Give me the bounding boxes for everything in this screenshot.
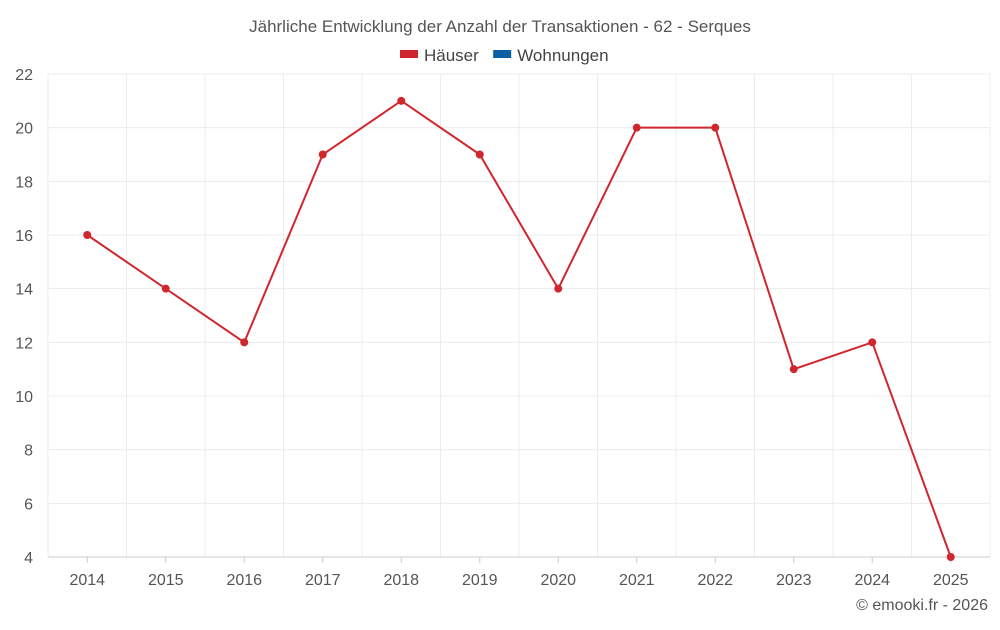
data-point bbox=[475, 150, 484, 159]
grid bbox=[47, 73, 991, 558]
y-tick-label: 20 bbox=[15, 121, 33, 138]
chart-credit: © emooki.fr - 2026 bbox=[856, 597, 988, 614]
series-layer bbox=[83, 96, 955, 561]
legend-swatch bbox=[493, 50, 512, 58]
data-point bbox=[318, 150, 327, 159]
y-tick-label: 22 bbox=[15, 67, 33, 84]
data-point bbox=[397, 96, 406, 105]
legend-item: Wohnungen bbox=[493, 46, 609, 65]
x-tick-label: 2016 bbox=[226, 572, 262, 589]
legend-label: Häuser bbox=[424, 46, 479, 65]
legend-item: Häuser bbox=[400, 46, 479, 65]
data-point bbox=[868, 338, 877, 347]
data-point bbox=[789, 365, 798, 374]
legend-swatch bbox=[400, 50, 418, 58]
y-tick-label: 6 bbox=[24, 496, 33, 513]
data-point bbox=[632, 123, 641, 132]
y-tick-label: 12 bbox=[15, 335, 33, 352]
x-tick-label: 2023 bbox=[776, 572, 812, 589]
y-tick-label: 16 bbox=[15, 228, 33, 245]
x-tick-label: 2020 bbox=[540, 572, 576, 589]
data-point bbox=[83, 231, 92, 239]
x-tick-label: 2017 bbox=[305, 572, 341, 589]
y-tick-label: 18 bbox=[15, 174, 33, 191]
series-line bbox=[86, 99, 952, 558]
data-point bbox=[946, 553, 955, 561]
data-point bbox=[711, 123, 720, 132]
x-axis: 2014 2015 2016 2017 2018 2019 2020 2021 2022 2023… bbox=[48, 556, 990, 589]
x-tick-label: 2024 bbox=[854, 572, 890, 589]
x-tick-label: 2015 bbox=[148, 572, 184, 589]
data-point bbox=[161, 284, 170, 293]
y-tick-label: 4 bbox=[24, 550, 33, 567]
y-tick-label: 8 bbox=[24, 443, 33, 460]
y-tick-label: 10 bbox=[15, 389, 33, 406]
data-point bbox=[240, 338, 249, 347]
chart-title: Jährliche Entwicklung der Anzahl der Tra… bbox=[249, 17, 751, 36]
x-tick-label: 2019 bbox=[462, 572, 498, 589]
y-axis: 4 6 8 10 12 14 16 18 20 22 bbox=[15, 67, 33, 567]
x-tick-label: 2018 bbox=[383, 572, 419, 589]
y-tick-label: 14 bbox=[15, 282, 33, 299]
legend-label: Wohnungen bbox=[517, 46, 608, 65]
x-tick-label: 2022 bbox=[697, 572, 733, 589]
x-tick-label: 2021 bbox=[619, 572, 655, 589]
x-tick-label: 2014 bbox=[69, 572, 105, 589]
x-tick-label: 2025 bbox=[933, 572, 969, 589]
legend: Häuser Wohnungen bbox=[400, 46, 609, 65]
data-point bbox=[554, 284, 563, 293]
